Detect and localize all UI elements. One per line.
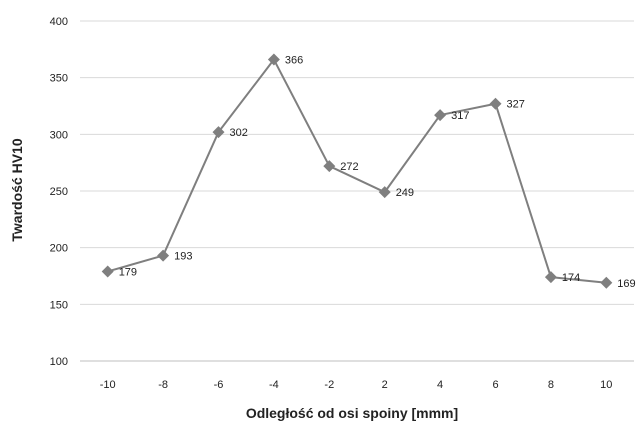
y-tick-label: 200: [50, 243, 68, 255]
x-tick-label: -6: [214, 379, 224, 391]
data-point-marker: [267, 53, 280, 66]
y-tick-label: 400: [50, 16, 68, 28]
x-tick-label: 6: [492, 379, 498, 391]
data-point-marker: [434, 109, 447, 122]
x-tick-label: 2: [382, 379, 388, 391]
x-tick-label: -8: [158, 379, 168, 391]
y-tick-label: 250: [50, 186, 68, 198]
x-tick-label: 10: [600, 379, 612, 391]
y-tick-labels: 100 150 200 250 300 350 400: [50, 16, 68, 368]
data-label: 169: [617, 278, 635, 290]
series-hardness: [101, 53, 613, 289]
data-label: 179: [119, 266, 137, 278]
data-label: 317: [451, 110, 469, 122]
x-tick-label: 8: [548, 379, 554, 391]
data-point-marker: [212, 126, 225, 139]
data-point-marker: [489, 97, 502, 110]
x-tick-labels: -10 -8 -6 -4 -2 2 4 6 8 10: [100, 379, 613, 391]
series-line: [107, 58, 607, 284]
x-tick-label: -2: [324, 379, 334, 391]
data-label: 193: [174, 251, 192, 263]
data-label: 174: [562, 272, 580, 284]
data-label: 366: [285, 55, 303, 67]
data-point-marker: [101, 265, 114, 278]
data-point-marker: [600, 276, 613, 289]
y-axis-title: Twardość HV10: [9, 138, 25, 241]
x-tick-label: -10: [100, 379, 116, 391]
data-point-marker: [157, 249, 170, 262]
data-label: 272: [340, 161, 358, 173]
data-point-marker: [544, 271, 557, 284]
y-tick-label: 150: [50, 299, 68, 311]
data-point-marker: [323, 160, 336, 173]
data-label: 327: [507, 99, 525, 111]
y-tick-label: 350: [50, 73, 68, 85]
y-tick-label: 300: [50, 129, 68, 141]
x-tick-label: -4: [269, 379, 279, 391]
x-tick-label: 4: [437, 379, 443, 391]
data-label: 249: [396, 187, 414, 199]
y-tick-label: 100: [50, 356, 68, 368]
x-axis-title: Odległość od osi spoiny [mmm]: [246, 405, 458, 421]
gridlines: [80, 20, 634, 362]
data-label: 302: [230, 127, 248, 139]
data-point-marker: [378, 186, 391, 199]
data-labels: 179 193 302 366 272 249 317 327 174 169: [119, 55, 636, 290]
